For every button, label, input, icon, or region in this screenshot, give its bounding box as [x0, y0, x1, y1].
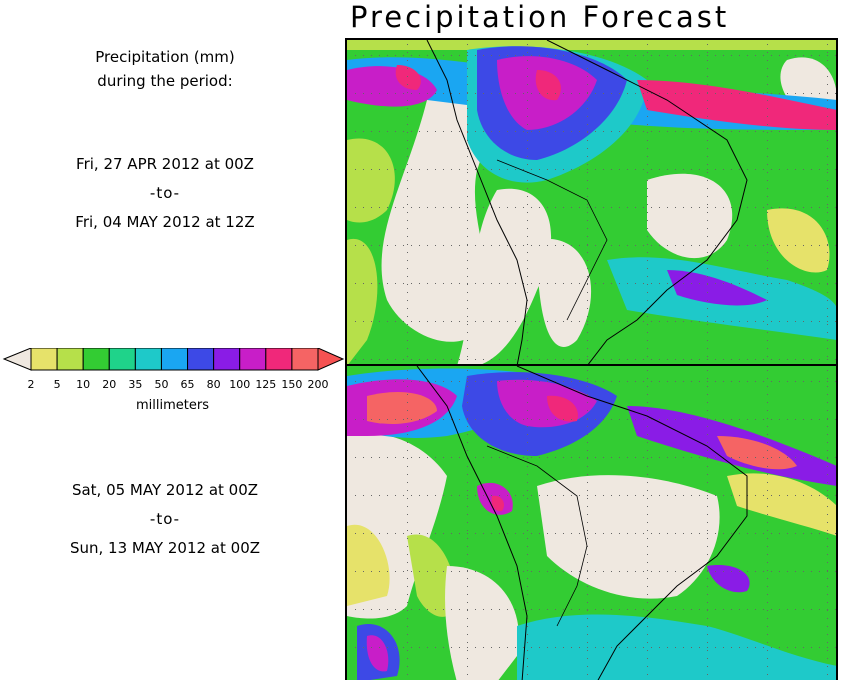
color-legend [2, 348, 345, 371]
legend-swatch [82, 348, 110, 371]
legend-tick-label: 35 [128, 378, 143, 391]
legend-swatch [291, 348, 319, 371]
map-period2 [345, 364, 838, 680]
legend-swatch [265, 348, 293, 371]
legend-tick-label: 200 [307, 378, 329, 391]
legend-swatch [108, 348, 136, 371]
legend-tick-label: 65 [180, 378, 195, 391]
legend-tick-labels: 2 5 10 20 35 50 65 80 100 125 150 200 [0, 378, 345, 394]
legend-tick-label: 10 [76, 378, 91, 391]
period1-text: Fri, 27 APR 2012 at 00Z -to- Fri, 04 MAY… [0, 150, 330, 237]
legend-swatch [239, 348, 267, 371]
map-period1 [345, 38, 838, 366]
legend-tick-label: 5 [53, 378, 61, 391]
header-line1: Precipitation (mm) [95, 48, 235, 66]
legend-tick-label: 125 [255, 378, 277, 391]
legend-swatch [187, 348, 215, 371]
period2-sep: -to- [149, 510, 181, 528]
legend-tick-label: 50 [154, 378, 169, 391]
legend-tick-label: 150 [281, 378, 303, 391]
period-header: Precipitation (mm) during the period: [0, 45, 330, 93]
legend-tick-label: 20 [102, 378, 117, 391]
legend-boxes [30, 348, 319, 371]
period2-text: Sat, 05 MAY 2012 at 00Z -to- Sun, 13 MAY… [0, 476, 330, 563]
period2-start: Sat, 05 MAY 2012 at 00Z [71, 481, 259, 499]
legend-swatch [160, 348, 189, 371]
legend-tick-label: 80 [206, 378, 221, 391]
legend-swatch [213, 348, 241, 371]
legend-below-arrow [2, 348, 32, 371]
legend-tick-label: 2 [27, 378, 35, 391]
period1-sep: -to- [149, 184, 181, 202]
legend-tick-label: 100 [229, 378, 251, 391]
legend-swatch [30, 348, 58, 371]
period2-end: Sun, 13 MAY 2012 at 00Z [69, 539, 261, 557]
legend-swatch [56, 348, 84, 371]
legend-swatch [134, 348, 162, 371]
period1-end: Fri, 04 MAY 2012 at 12Z [75, 213, 255, 231]
period1-start: Fri, 27 APR 2012 at 00Z [76, 155, 254, 173]
page-title: Precipitation Forecast [350, 0, 730, 34]
header-line2: during the period: [97, 72, 233, 90]
legend-above-arrow [317, 348, 345, 371]
legend-units: millimeters [136, 398, 209, 413]
